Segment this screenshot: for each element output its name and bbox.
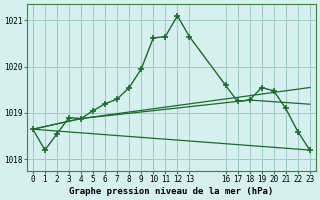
X-axis label: Graphe pression niveau de la mer (hPa): Graphe pression niveau de la mer (hPa) [69,187,274,196]
